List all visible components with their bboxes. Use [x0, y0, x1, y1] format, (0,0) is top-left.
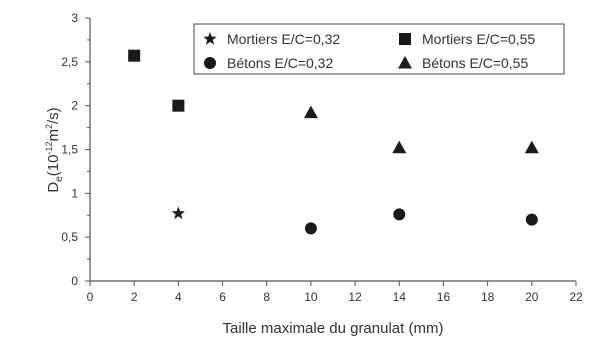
- x-tick-label: 0: [87, 290, 94, 304]
- y-tick-label: 0,5: [61, 230, 78, 244]
- point-circle: [525, 213, 538, 226]
- x-tick-label: 8: [263, 290, 270, 304]
- x-tick-label: 12: [348, 290, 362, 304]
- x-tick-label: 10: [304, 290, 318, 304]
- point-triangle: [392, 140, 407, 154]
- x-tick-label: 20: [525, 290, 539, 304]
- y-tick-label: 0: [71, 274, 78, 288]
- legend-marker-star: [203, 32, 217, 45]
- x-tick-label: 16: [437, 290, 451, 304]
- point-triangle: [524, 140, 539, 154]
- legend-label: Bétons E/C=0,32: [227, 55, 333, 71]
- data-marks: [128, 49, 539, 235]
- legend-label: Bétons E/C=0,55: [422, 55, 528, 71]
- x-tick-label: 2: [131, 290, 138, 304]
- legend: Mortiers E/C=0,32 Mortiers E/C=0,55 Bétons…: [193, 23, 565, 75]
- point-star: [171, 206, 186, 220]
- x-tick-label: 18: [481, 290, 495, 304]
- point-triangle: [303, 105, 318, 119]
- legend-marker-square: [399, 33, 411, 45]
- point-square: [172, 99, 185, 112]
- x-tick-label: 4: [175, 290, 182, 304]
- legend-label: Mortiers E/C=0,32: [227, 31, 340, 47]
- point-circle: [393, 208, 406, 221]
- legend-marker-circle: [204, 57, 216, 69]
- axes: 0 2 4 6 8 10 12 14 16 18 20 22 0 0,5 1 1,5 2 2,5 3: [61, 11, 583, 304]
- x-tick-label: 14: [393, 290, 407, 304]
- point-circle: [304, 222, 317, 235]
- point-square: [128, 49, 141, 62]
- y-axis-label: De(10-12m2/s): [44, 107, 65, 192]
- legend-box: [193, 23, 565, 75]
- y-tick-label: 1: [71, 186, 78, 200]
- x-axis-label: Taille maximale du granulat (mm): [223, 320, 444, 337]
- y-tick-label: 3: [71, 11, 78, 25]
- x-tick-label: 22: [569, 290, 583, 304]
- y-tick-label: 2: [71, 99, 78, 113]
- y-tick-label: 2,5: [61, 55, 78, 69]
- y-tick-label: 1,5: [61, 143, 78, 157]
- legend-label: Mortiers E/C=0,55: [422, 31, 535, 47]
- legend-marker-triangle: [398, 56, 412, 69]
- x-tick-label: 6: [219, 290, 226, 304]
